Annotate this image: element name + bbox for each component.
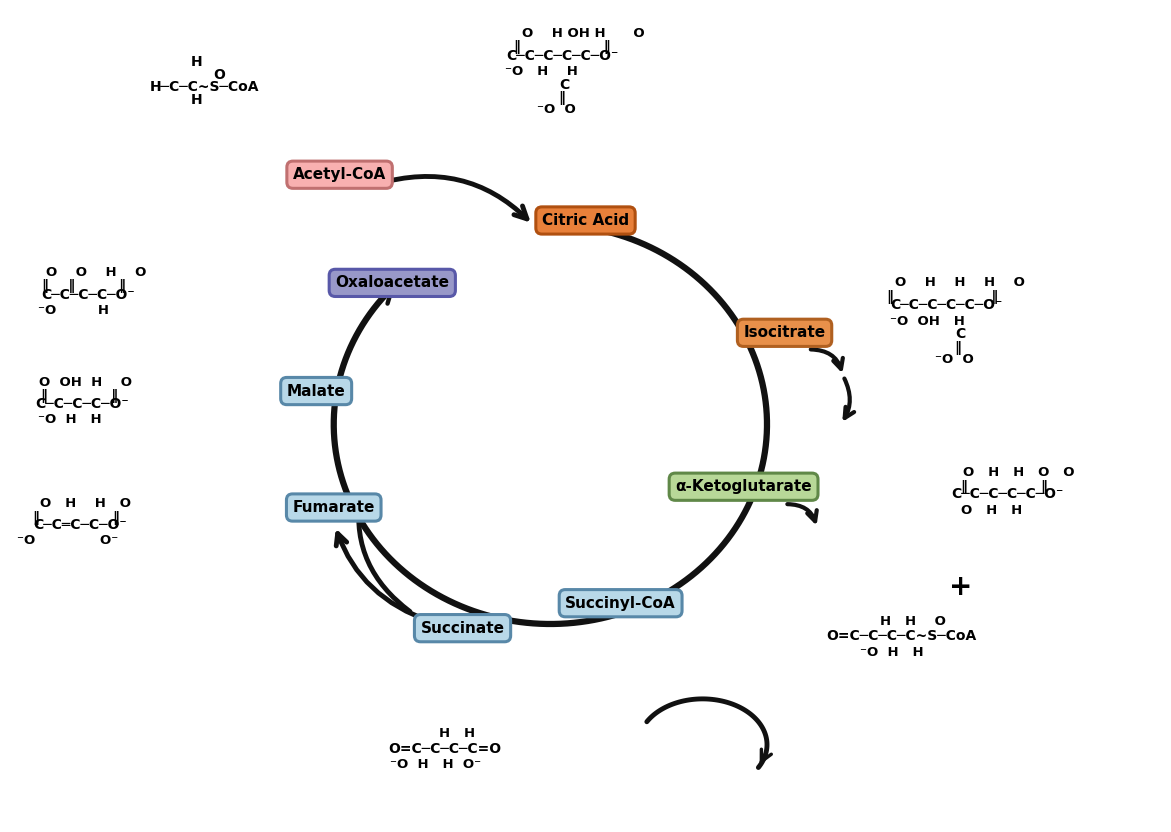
Text: C: C bbox=[956, 328, 965, 341]
Text: ⁻O         H: ⁻O H bbox=[39, 304, 109, 317]
Text: O   H    H   O: O H H O bbox=[40, 497, 131, 510]
Text: ⁻O              O⁻: ⁻O O⁻ bbox=[18, 534, 118, 547]
Text: Acetyl-CoA: Acetyl-CoA bbox=[293, 167, 386, 182]
Text: Malate: Malate bbox=[287, 384, 345, 399]
Text: ‖               ‖: ‖ ‖ bbox=[961, 480, 1048, 493]
Text: Fumarate: Fumarate bbox=[293, 500, 375, 515]
Text: ⁻O  H   H: ⁻O H H bbox=[39, 413, 102, 426]
Text: C─C─C─C─C─O⁻: C─C─C─C─C─O⁻ bbox=[506, 49, 618, 62]
Text: O    O    H    O: O O H O bbox=[46, 266, 146, 280]
Text: ‖: ‖ bbox=[954, 341, 961, 354]
Text: O    H OH H      O: O H OH H O bbox=[522, 27, 644, 40]
Text: α-Ketoglutarate: α-Ketoglutarate bbox=[676, 479, 812, 494]
Text: O    H    H    H    O: O H H H O bbox=[896, 276, 1025, 290]
Text: ⁻O   H    H: ⁻O H H bbox=[505, 65, 577, 78]
Text: Isocitrate: Isocitrate bbox=[744, 325, 826, 340]
Text: H: H bbox=[191, 93, 203, 106]
Text: ‖    ‖         ‖: ‖ ‖ ‖ bbox=[42, 280, 126, 293]
Text: ‖                    ‖: ‖ ‖ bbox=[886, 290, 999, 304]
Text: ⁻O  O: ⁻O O bbox=[536, 103, 576, 116]
Text: O  OH  H    O: O OH H O bbox=[39, 376, 132, 389]
Text: C─C═C─C─O⁻: C─C═C─C─O⁻ bbox=[33, 518, 126, 532]
Text: O   H   H: O H H bbox=[961, 503, 1022, 517]
Text: ‖             ‖: ‖ ‖ bbox=[41, 389, 118, 403]
Text: H: H bbox=[191, 56, 203, 69]
Text: C─C─C─C─O⁻: C─C─C─C─O⁻ bbox=[41, 288, 135, 301]
Text: H─C─C~S─CoA: H─C─C~S─CoA bbox=[150, 80, 260, 93]
Text: Citric Acid: Citric Acid bbox=[542, 213, 629, 228]
Text: H   H: H H bbox=[439, 727, 474, 740]
Text: ‖                 ‖: ‖ ‖ bbox=[514, 41, 610, 54]
Text: Succinyl-CoA: Succinyl-CoA bbox=[566, 596, 676, 611]
Text: O   H   H   O   O: O H H O O bbox=[963, 466, 1075, 479]
Text: ‖               ‖: ‖ ‖ bbox=[33, 511, 119, 524]
Text: Oxaloacetate: Oxaloacetate bbox=[335, 275, 450, 290]
Text: H   H    O: H H O bbox=[881, 615, 946, 628]
Text: ⁻O  OH   H: ⁻O OH H bbox=[890, 314, 965, 328]
Text: C: C bbox=[560, 78, 569, 92]
Text: C─C─C─C─C─O⁻: C─C─C─C─C─O⁻ bbox=[951, 488, 1063, 501]
Text: C─C─C─C─C─O⁻: C─C─C─C─C─O⁻ bbox=[890, 299, 1002, 312]
Text: O: O bbox=[213, 68, 225, 82]
Text: O=C─C─C─C=O: O=C─C─C─C=O bbox=[389, 742, 501, 755]
Text: +: + bbox=[949, 572, 972, 601]
Text: C─C─C─C─O⁻: C─C─C─C─O⁻ bbox=[35, 398, 129, 411]
Text: O=C─C─C─C~S─CoA: O=C─C─C─C~S─CoA bbox=[827, 630, 977, 643]
Text: ⁻O  O: ⁻O O bbox=[934, 353, 974, 366]
Text: ⁻O  H   H  O⁻: ⁻O H H O⁻ bbox=[390, 758, 481, 771]
Text: ⁻O  H   H: ⁻O H H bbox=[861, 646, 924, 659]
Text: ‖: ‖ bbox=[559, 92, 566, 105]
Text: Succinate: Succinate bbox=[420, 621, 505, 636]
